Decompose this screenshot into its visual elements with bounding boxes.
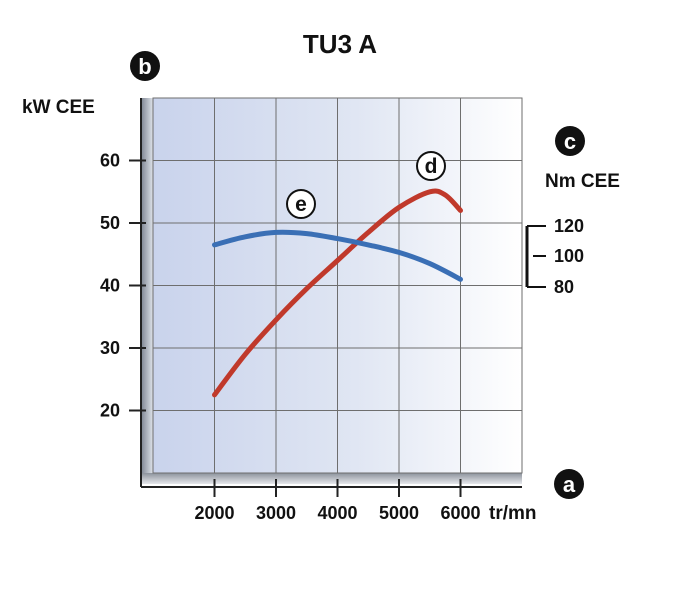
series-e-label: e: [286, 189, 316, 219]
marker-c: c: [555, 126, 585, 156]
chart-title: TU3 A: [303, 29, 377, 59]
x-tick-label: 5000: [379, 503, 419, 523]
y-tick-label: 30: [100, 338, 120, 358]
x-ticks: 2000 3000 4000 5000 6000: [194, 479, 481, 523]
marker-b-label: b: [138, 54, 151, 79]
y-ticks: 20 30 40 50 60: [100, 151, 146, 421]
x-tick-label: 6000: [440, 503, 480, 523]
x-tick-label: 3000: [256, 503, 296, 523]
y-tick-label: 20: [100, 401, 120, 421]
series-d-label: d: [416, 151, 446, 181]
marker-c-label: c: [564, 129, 576, 154]
grid: [153, 98, 522, 473]
y-tick-label: 50: [100, 213, 120, 233]
series-e-letter: e: [295, 193, 307, 216]
right-axis-unit: Nm CEE: [545, 171, 620, 192]
plot-bottom-shade: [141, 473, 522, 484]
y-tick-label: 60: [100, 151, 120, 171]
marker-b: b: [130, 51, 160, 81]
right-axis: 120 100 80: [525, 216, 584, 297]
right-tick-label-80: 80: [554, 277, 574, 297]
series-d-letter: d: [425, 155, 438, 178]
x-tick-label: 2000: [194, 503, 234, 523]
plot-left-shade: [141, 98, 153, 478]
left-axis-unit: kW CEE: [22, 97, 95, 118]
series-d-line: [212, 188, 463, 398]
x-tick-label: 4000: [317, 503, 357, 523]
right-tick-label-100: 100: [554, 246, 584, 266]
series-e-line: [212, 229, 463, 282]
marker-a: a: [554, 469, 584, 499]
right-tick-label-120: 120: [554, 216, 584, 236]
x-axis-unit: tr/mn: [489, 503, 537, 524]
marker-a-label: a: [563, 472, 576, 497]
y-tick-label: 40: [100, 276, 120, 296]
